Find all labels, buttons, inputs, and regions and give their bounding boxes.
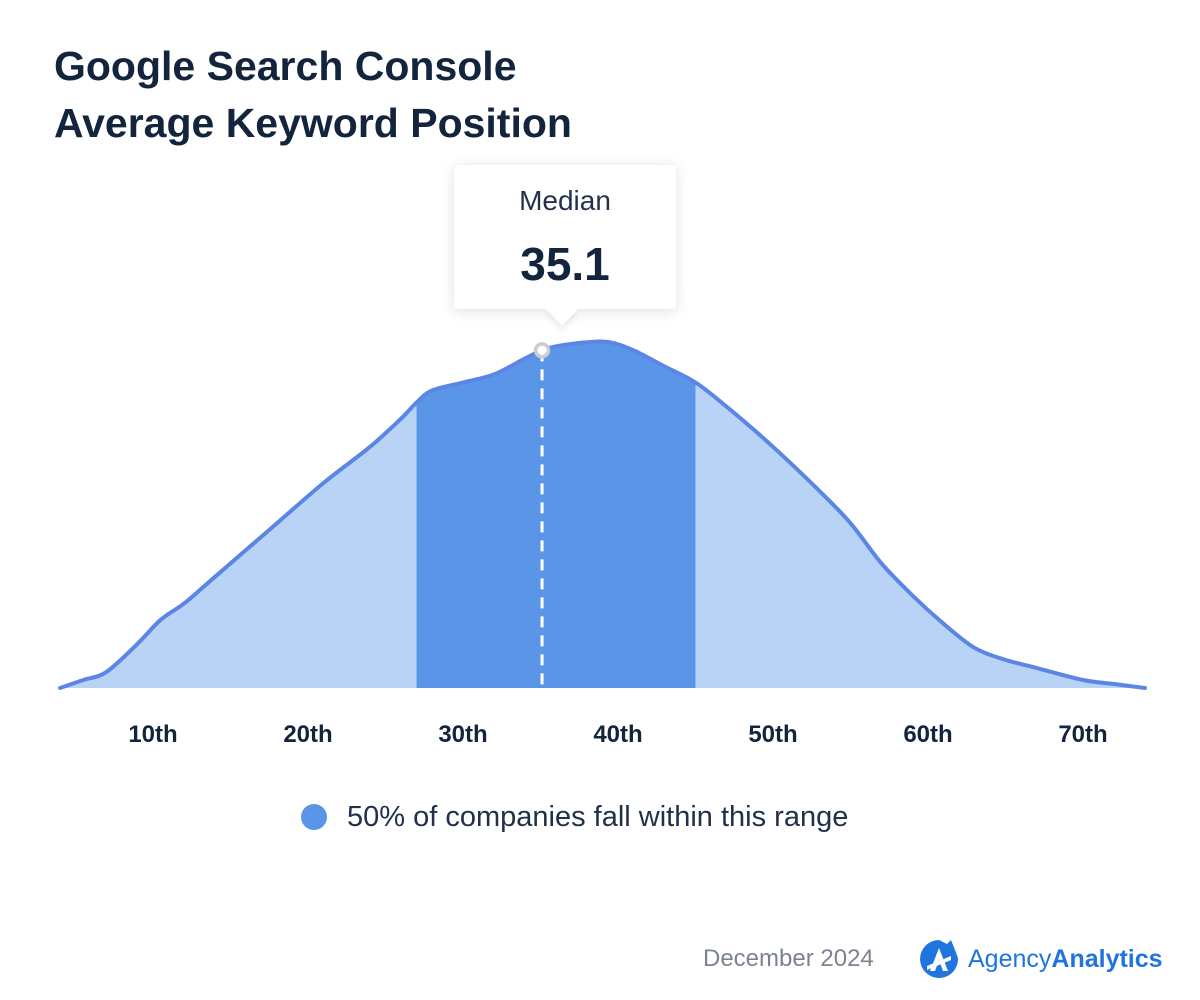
- x-tick-label: 60th: [903, 721, 952, 748]
- brand-name: AgencyAnalytics: [968, 945, 1163, 974]
- median-callout: Median 35.1: [454, 165, 676, 309]
- chart-title-line-1: Google Search Console: [54, 43, 517, 89]
- median-point: [533, 342, 551, 359]
- brand-name-light: Agency: [968, 944, 1052, 973]
- legend-swatch: [301, 804, 327, 830]
- median-value: 35.1: [520, 238, 610, 290]
- x-tick-label: 30th: [438, 721, 487, 748]
- x-tick-label: 20th: [283, 721, 332, 748]
- x-tick-label: 10th: [128, 721, 177, 748]
- footer-date: December 2024: [703, 945, 874, 972]
- chart-title-line-2: Average Keyword Position: [54, 100, 572, 146]
- brand-logo-wordmark: AgencyAnalytics: [918, 938, 1163, 980]
- interquartile-range-area: [416, 341, 696, 688]
- legend-label: 50% of companies fall within this range: [347, 800, 849, 833]
- x-tick-label: 70th: [1058, 721, 1107, 748]
- brand-name-bold: Analytics: [1051, 944, 1163, 973]
- chart-title: Google Search Console Average Keyword Po…: [54, 38, 572, 152]
- distribution-curve-line: [58, 339, 1147, 690]
- legend: 50% of companies fall within this range: [301, 800, 848, 834]
- median-label: Median: [519, 185, 611, 216]
- x-tick-label: 40th: [593, 721, 642, 748]
- x-tick-label: 50th: [748, 721, 797, 748]
- agency-analytics-logo-icon: [920, 940, 959, 978]
